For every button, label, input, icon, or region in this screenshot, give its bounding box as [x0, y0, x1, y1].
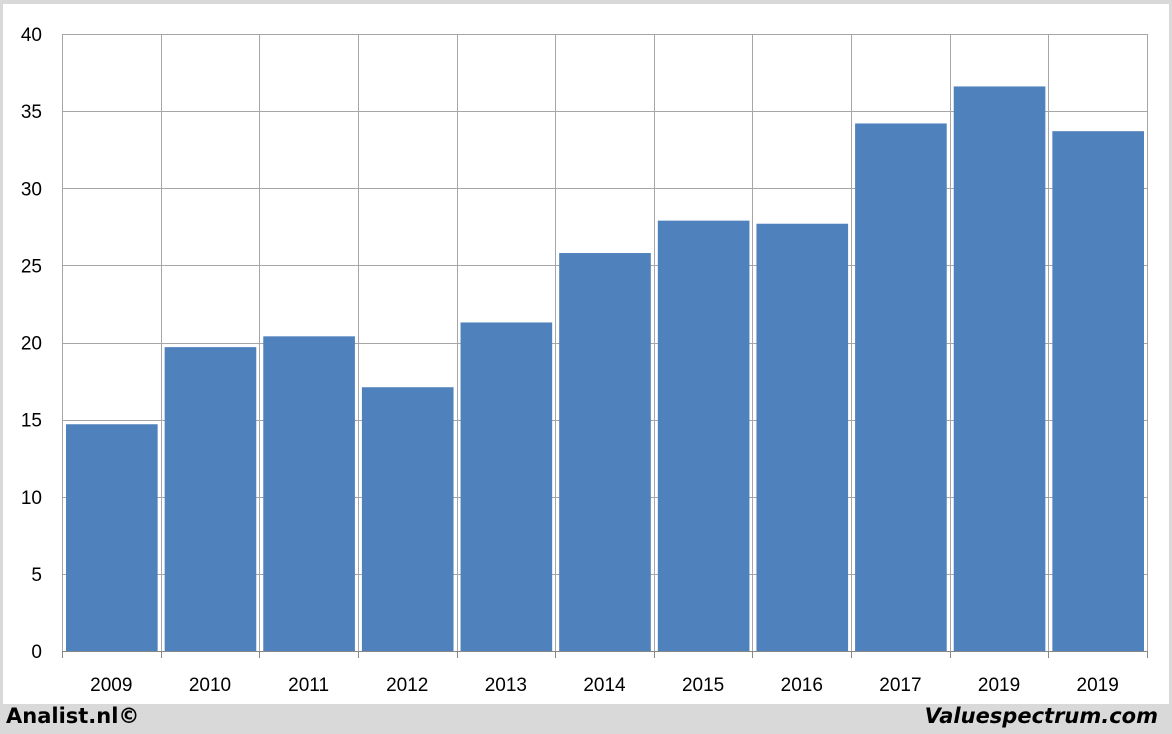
plot-panel: 0 5 10 15 20 25 30 35 40 2009 2010 2011 2012 2013 2014…: [3, 4, 1169, 704]
y-tick-label: 40: [21, 25, 42, 46]
bar-2017: [855, 123, 947, 652]
y-tick-label: 30: [21, 179, 42, 200]
x-tick-label: 2015: [682, 675, 724, 696]
y-tick-label: 15: [21, 411, 42, 432]
y-tick-label: 5: [31, 565, 42, 586]
footer-brand-label: Valuespectrum.com: [924, 704, 1158, 728]
x-tick-label: 2019: [1077, 675, 1119, 696]
y-tick-label: 0: [31, 642, 42, 663]
x-tick-label: 2019: [978, 675, 1020, 696]
footer-source-label: Analist.nl©: [6, 704, 140, 728]
x-tick-label: 2011: [288, 675, 329, 696]
bar-2015: [657, 220, 750, 651]
bar-2010: [164, 347, 257, 651]
bar-2019: [1052, 131, 1144, 651]
x-tick-label: 2009: [90, 675, 132, 696]
x-tick-label: 2013: [485, 675, 527, 696]
x-tick-label: 2012: [386, 675, 428, 696]
y-tick-label: 20: [21, 334, 42, 355]
x-tick-label: 2010: [189, 675, 231, 696]
x-tick-label: 2016: [781, 675, 823, 696]
bar-2011: [263, 336, 355, 651]
bar-chart: 0 5 10 15 20 25 30 35 40 2009 2010 2011 2012 2013 2014…: [21, 25, 1148, 696]
bar-2019: [953, 86, 1046, 651]
bar-2016: [756, 223, 849, 652]
bar-2012: [361, 387, 454, 651]
x-tick-label: 2014: [583, 675, 626, 696]
bar-2014: [559, 253, 651, 651]
y-tick-label: 35: [21, 102, 42, 123]
y-tick-label: 25: [21, 256, 42, 277]
x-tick-label: 2017: [879, 675, 921, 696]
bar-2009: [66, 424, 158, 651]
bar-2013: [460, 322, 553, 651]
y-tick-label: 10: [21, 488, 42, 509]
